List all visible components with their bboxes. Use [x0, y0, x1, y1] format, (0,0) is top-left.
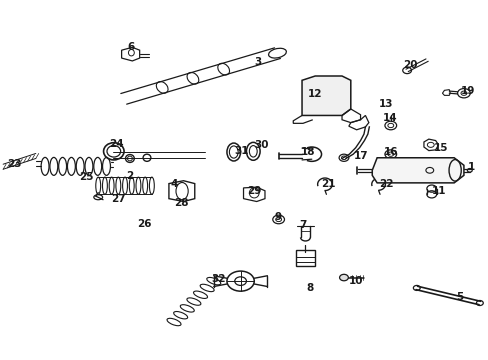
Text: 13: 13 — [378, 99, 392, 109]
Text: 26: 26 — [137, 219, 151, 229]
Text: 25: 25 — [79, 172, 93, 182]
Text: 3: 3 — [254, 57, 261, 67]
Text: 19: 19 — [460, 86, 474, 96]
Text: 15: 15 — [433, 143, 448, 153]
Text: 6: 6 — [127, 42, 135, 52]
Text: 14: 14 — [382, 113, 396, 123]
Text: 2: 2 — [126, 171, 133, 181]
Text: 30: 30 — [253, 140, 268, 150]
Text: 10: 10 — [348, 276, 362, 286]
Text: 9: 9 — [274, 212, 281, 221]
Text: 23: 23 — [7, 159, 21, 169]
Text: 1: 1 — [467, 162, 474, 172]
Polygon shape — [371, 158, 463, 183]
Text: 12: 12 — [307, 89, 321, 99]
Text: 17: 17 — [353, 150, 368, 161]
Text: 4: 4 — [170, 179, 177, 189]
Text: 18: 18 — [300, 147, 314, 157]
Text: 5: 5 — [455, 292, 463, 302]
Text: 16: 16 — [383, 147, 397, 157]
Text: 11: 11 — [431, 186, 446, 197]
Polygon shape — [302, 76, 350, 116]
Text: 29: 29 — [246, 186, 261, 197]
Text: 7: 7 — [299, 220, 306, 230]
Text: 21: 21 — [321, 179, 335, 189]
Text: 22: 22 — [378, 179, 392, 189]
Text: 24: 24 — [109, 139, 124, 149]
Text: 27: 27 — [111, 194, 126, 204]
Text: 20: 20 — [402, 60, 417, 70]
Text: 8: 8 — [305, 283, 313, 293]
Circle shape — [339, 274, 347, 281]
Text: 32: 32 — [211, 274, 225, 284]
Text: 31: 31 — [234, 146, 249, 156]
Text: 28: 28 — [174, 198, 188, 208]
